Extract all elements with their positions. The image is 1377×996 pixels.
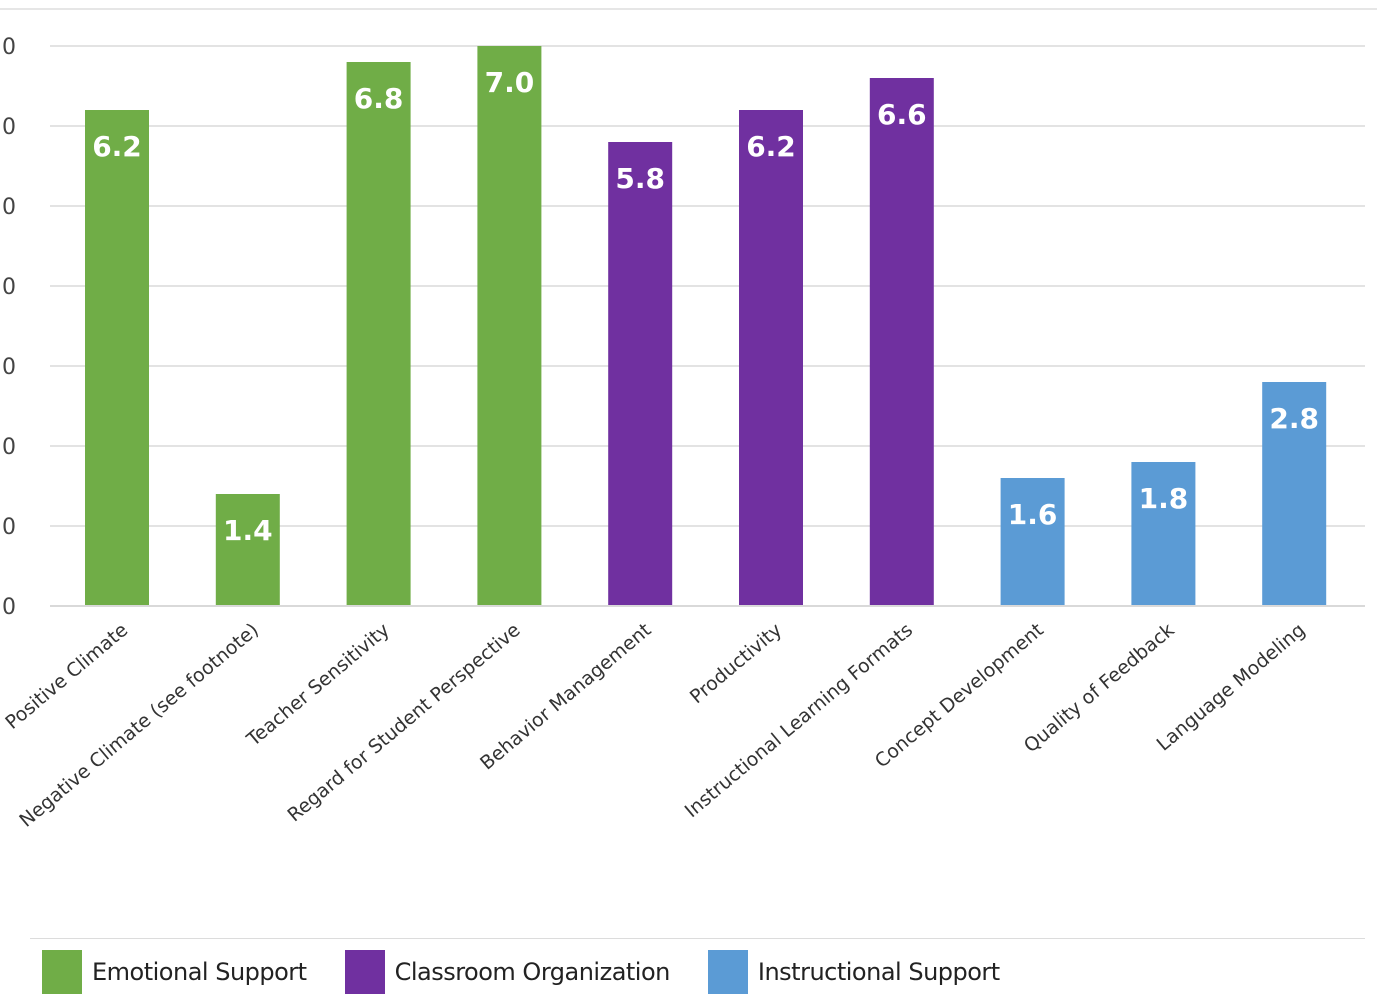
legend-item-instructional-support: Instructional Support bbox=[707, 950, 1000, 994]
bar-value-label: 2.8 bbox=[1269, 402, 1319, 435]
bar bbox=[1000, 478, 1065, 606]
bar-value-label: 5.8 bbox=[615, 162, 665, 195]
x-tick-label: Productivity bbox=[686, 619, 786, 708]
bar bbox=[608, 142, 673, 606]
y-tick-label: 0 bbox=[2, 435, 16, 460]
y-tick-label: 0 bbox=[2, 355, 16, 380]
y-tick-label: 0 bbox=[2, 35, 16, 60]
top-border bbox=[0, 8, 1377, 10]
legend-item-emotional-support: Emotional Support bbox=[42, 950, 307, 994]
y-tick-label: 0 bbox=[2, 195, 16, 220]
bar bbox=[477, 46, 542, 606]
legend-label-instructional-support: Instructional Support bbox=[757, 958, 1000, 986]
bar-value-label: 6.6 bbox=[877, 98, 927, 131]
bar bbox=[346, 62, 411, 606]
bar-chart: 0 0 0 0 0 0 0 0 6.2 Positive Climate 1.4 Negative C… bbox=[1, 35, 1365, 832]
bar bbox=[1262, 382, 1327, 606]
x-tick-label: Regard for Student Perspective bbox=[283, 619, 524, 826]
bar-value-label: 1.6 bbox=[1008, 498, 1058, 531]
legend-divider bbox=[30, 938, 1365, 939]
y-tick-label: 0 bbox=[2, 515, 16, 540]
x-tick-label: Language Modeling bbox=[1153, 619, 1310, 756]
bar-value-label: 6.2 bbox=[92, 130, 142, 163]
y-tick-label: 0 bbox=[2, 595, 16, 620]
legend-swatch-instructional-support bbox=[707, 950, 748, 994]
y-tick-label: 0 bbox=[2, 115, 16, 140]
bar-value-label: 1.4 bbox=[223, 514, 273, 547]
y-tick-label: 0 bbox=[2, 275, 16, 300]
x-tick-label: Instructional Learning Formats bbox=[681, 619, 917, 822]
bar-value-label: 6.2 bbox=[746, 130, 796, 163]
legend-label-classroom-organization: Classroom Organization bbox=[394, 958, 671, 986]
legend-label-emotional-support: Emotional Support bbox=[92, 958, 307, 986]
bar-value-label: 1.8 bbox=[1139, 482, 1189, 515]
bar bbox=[1131, 462, 1196, 606]
x-tick-label: Negative Climate (see footnote) bbox=[15, 619, 263, 832]
x-tick-label: Teacher Sensitivity bbox=[242, 619, 394, 751]
bar-value-label: 6.8 bbox=[354, 82, 404, 115]
bar-value-label: 7.0 bbox=[485, 66, 535, 99]
bar bbox=[739, 110, 803, 606]
legend-swatch-emotional-support bbox=[42, 950, 82, 994]
x-tick-label: Positive Climate bbox=[1, 619, 132, 734]
bar bbox=[869, 78, 934, 606]
bar bbox=[85, 110, 149, 606]
chart-legend: Emotional Support Classroom Organization… bbox=[42, 948, 1038, 996]
legend-item-classroom-organization: Classroom Organization bbox=[344, 950, 671, 994]
bar bbox=[215, 494, 280, 606]
legend-swatch-classroom-organization bbox=[344, 950, 385, 994]
